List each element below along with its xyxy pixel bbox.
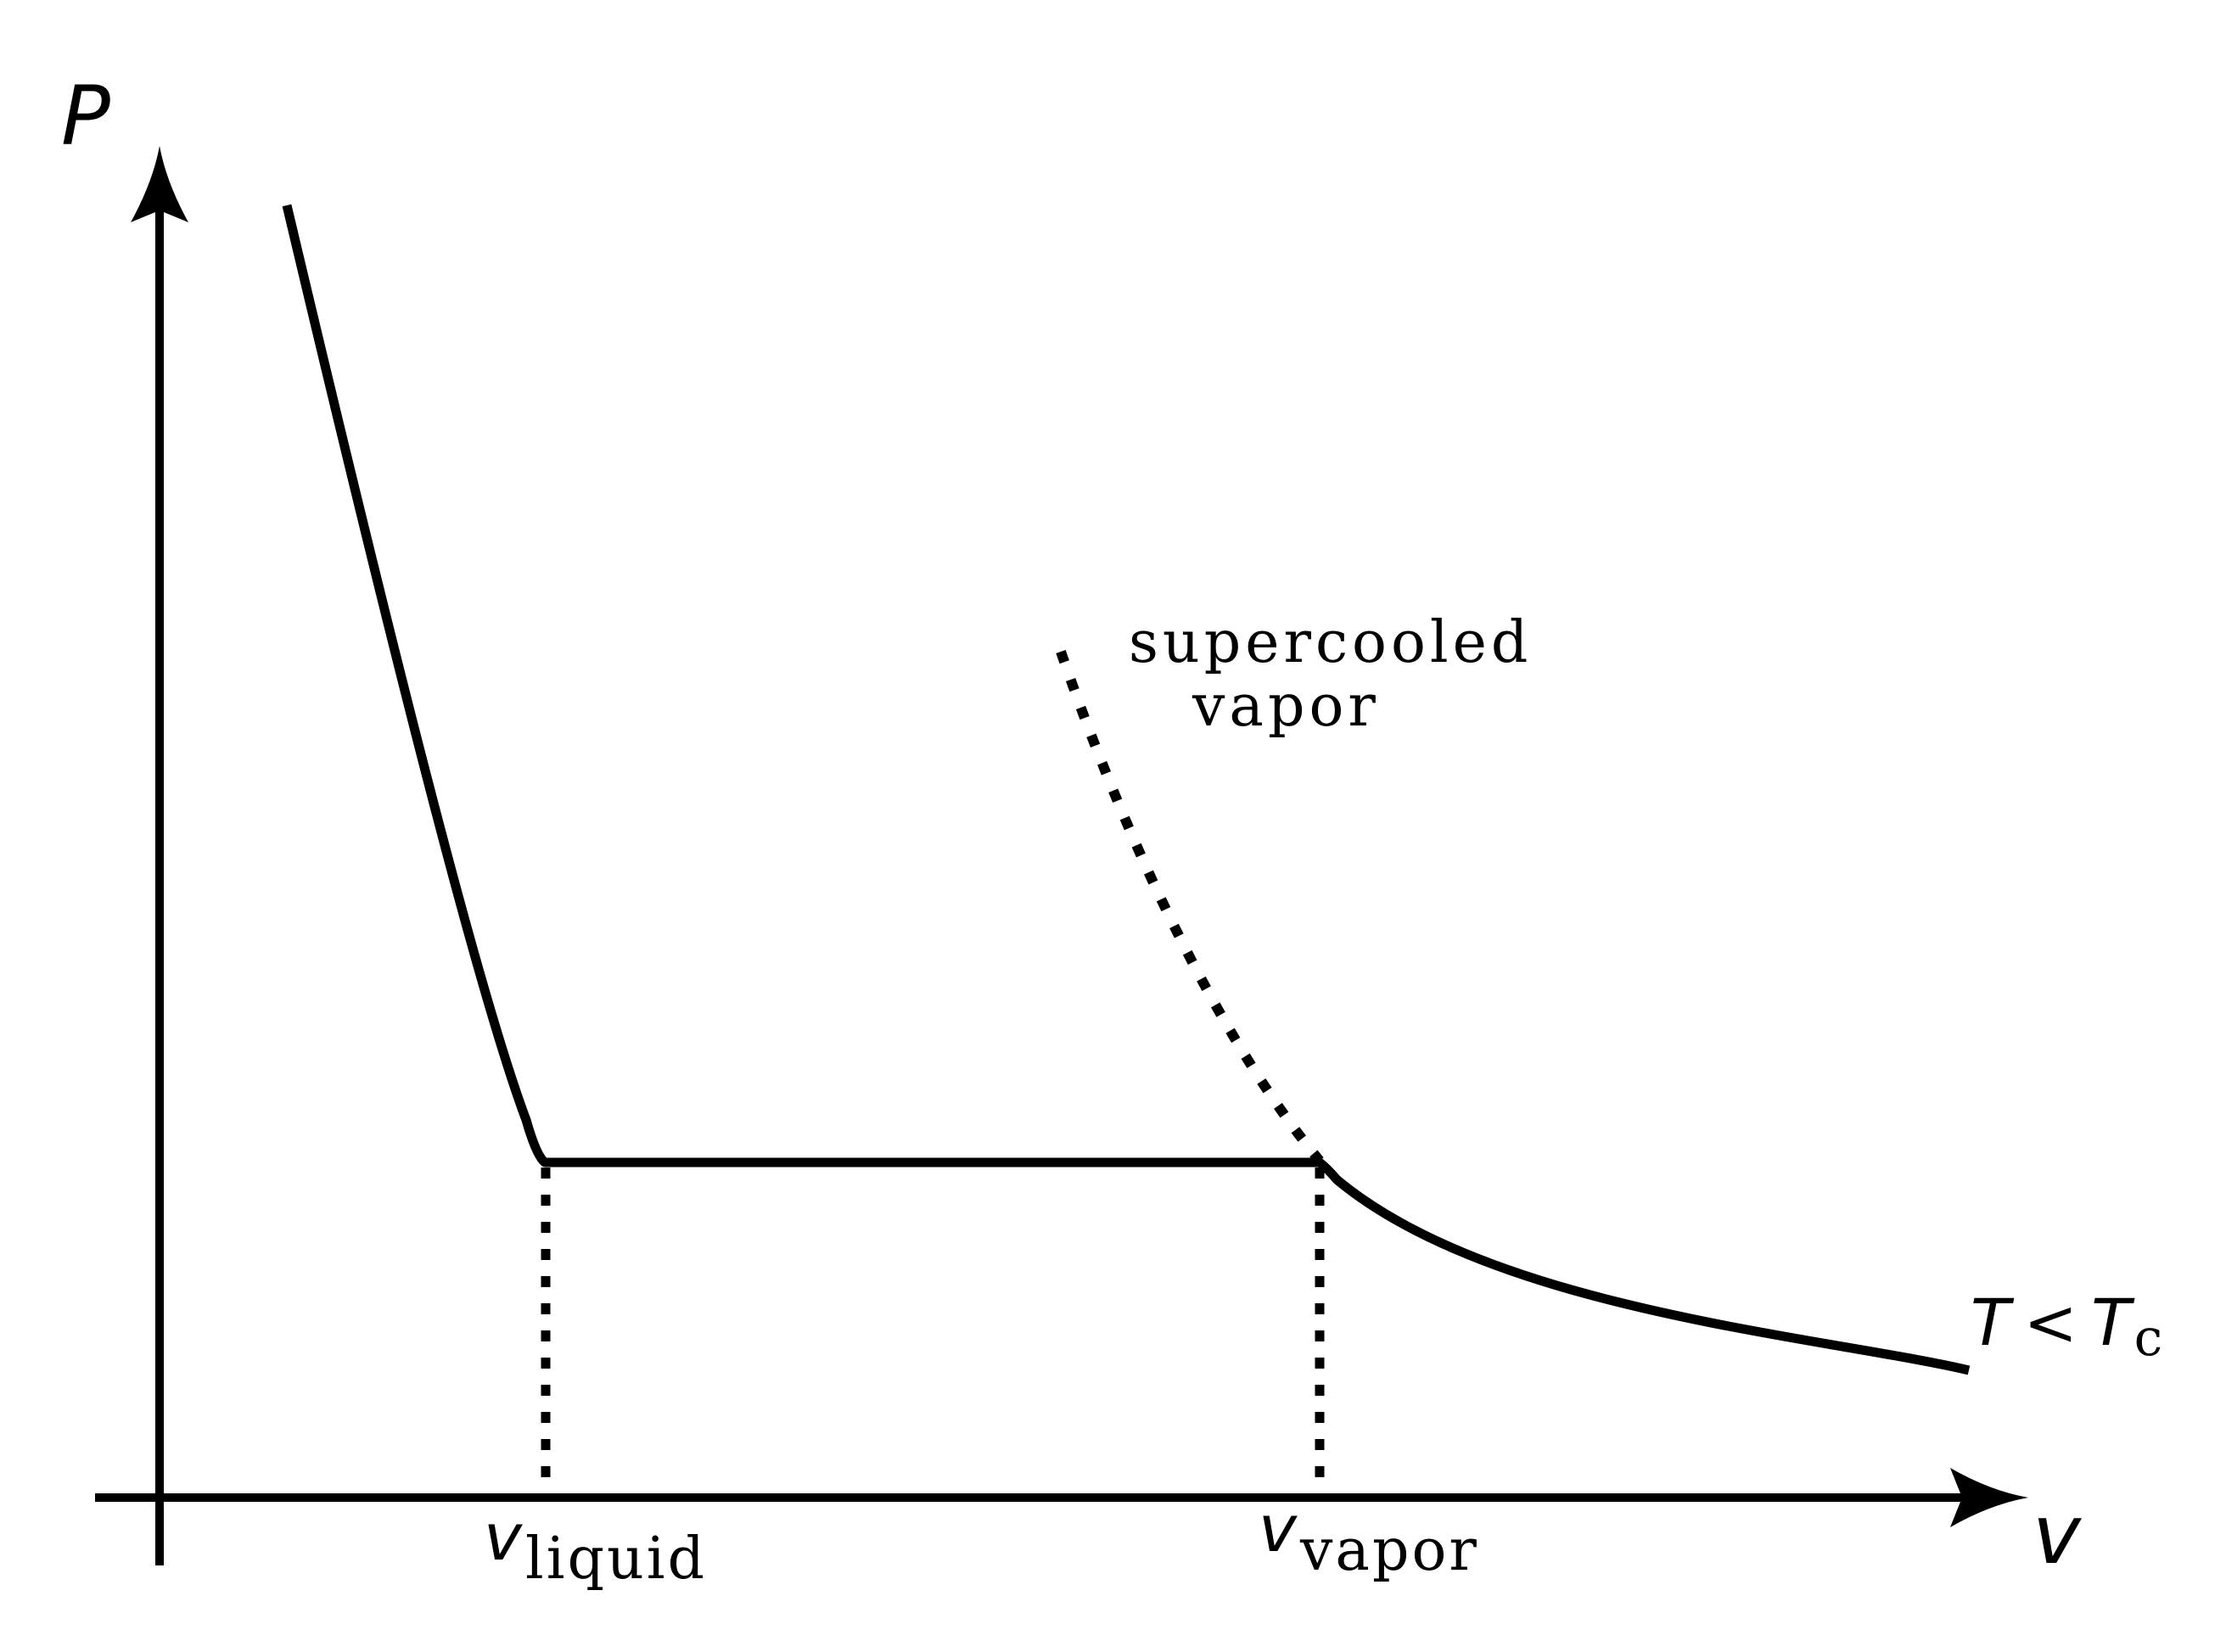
v-vapor-subscript: vapor bbox=[1299, 1517, 1479, 1584]
isotherm-label-less-than: < bbox=[2023, 1285, 2077, 1360]
isotherm-label-t: T bbox=[1971, 1285, 2015, 1360]
y-axis-arrowhead bbox=[131, 146, 188, 222]
x-axis-label: v bbox=[2033, 1487, 2082, 1582]
y-axis-label: P bbox=[61, 69, 110, 164]
v-vapor-label: v vapor bbox=[1259, 1491, 1479, 1584]
isotherm-label-tc: T bbox=[2091, 1285, 2135, 1360]
supercooled-annotation-line1: supercooled bbox=[1129, 609, 1532, 676]
isotherm-curve bbox=[282, 204, 1971, 1375]
x-axis-arrowhead bbox=[1950, 1468, 2028, 1527]
v-liquid-label: v liquid bbox=[484, 1499, 707, 1593]
v-liquid-base: v bbox=[484, 1499, 523, 1575]
isotherm-label: T < T c bbox=[1971, 1285, 2162, 1368]
supercooled-annotation-line2: vapor bbox=[1191, 673, 1380, 740]
isotherm-label-tc-subscript: c bbox=[2134, 1308, 2163, 1368]
v-vapor-base: v bbox=[1259, 1491, 1298, 1566]
v-liquid-subscript: liquid bbox=[525, 1526, 707, 1593]
supercooled-vapor-curve bbox=[1056, 650, 1324, 1164]
